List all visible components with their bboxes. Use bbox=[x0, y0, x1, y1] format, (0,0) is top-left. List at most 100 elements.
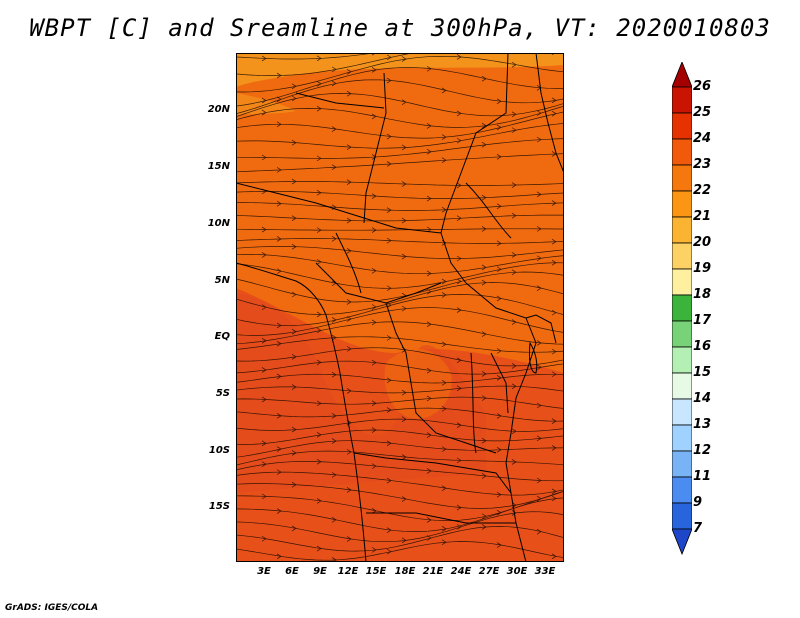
streamline bbox=[236, 246, 564, 259]
streamline bbox=[236, 271, 564, 303]
streamline-arrow bbox=[441, 157, 447, 164]
streamline-arrow bbox=[551, 445, 557, 451]
streamline-arrow bbox=[511, 428, 517, 435]
streamline-arrow bbox=[441, 341, 447, 348]
streamline-arrow bbox=[426, 395, 432, 402]
streamline bbox=[236, 262, 564, 289]
streamline-arrow bbox=[386, 133, 392, 140]
streamline-arrow bbox=[291, 291, 297, 298]
streamline-arrow bbox=[276, 121, 282, 128]
streamline bbox=[236, 307, 564, 336]
streamline-arrow bbox=[426, 65, 432, 72]
streamline-arrow bbox=[331, 472, 337, 478]
streamline-arrow bbox=[316, 311, 322, 318]
streamline-arrow bbox=[346, 316, 352, 322]
lat-label-20n: 20N bbox=[207, 104, 230, 115]
streamline-arrow bbox=[401, 496, 407, 502]
streamline-arrow bbox=[261, 367, 267, 373]
streamline-arrow bbox=[496, 447, 502, 453]
streamline bbox=[236, 138, 564, 159]
streamline-arrow bbox=[536, 364, 542, 371]
lon-label-18e: 18E bbox=[394, 566, 416, 577]
streamline-arrow bbox=[401, 144, 407, 151]
streamline-arrow bbox=[511, 363, 517, 369]
colorbar-arrow-top bbox=[672, 62, 692, 88]
streamline-arrow bbox=[346, 536, 352, 542]
streamline-arrow bbox=[316, 259, 322, 265]
streamline-arrow bbox=[426, 123, 432, 129]
streamline-arrow bbox=[346, 248, 352, 254]
streamline-arrow bbox=[481, 524, 487, 530]
streamline bbox=[236, 471, 564, 496]
streamline-arrow bbox=[386, 407, 392, 413]
lat-label-15s: 15S bbox=[208, 501, 230, 512]
streamline-arrow bbox=[551, 309, 557, 316]
streamline-arrow bbox=[441, 405, 447, 412]
streamline-arrow bbox=[536, 285, 542, 291]
streamline bbox=[236, 526, 564, 552]
colorbar-cell bbox=[672, 502, 692, 530]
streamline-arrow bbox=[331, 438, 337, 444]
lon-label-33e: 33E bbox=[534, 566, 556, 577]
streamline-arrow bbox=[316, 189, 322, 196]
streamline-arrow bbox=[426, 148, 432, 155]
streamline-arrow bbox=[331, 164, 337, 171]
streamline-arrow bbox=[481, 513, 487, 520]
streamline-arrow bbox=[261, 337, 267, 344]
streamline-arrow bbox=[346, 68, 352, 75]
streamline-arrow bbox=[276, 446, 282, 452]
streamline-arrow bbox=[261, 493, 267, 500]
streamline-arrow bbox=[371, 463, 377, 469]
streamline-arrow bbox=[441, 446, 447, 452]
streamline bbox=[236, 347, 564, 367]
streamline-arrow bbox=[331, 80, 337, 87]
colorbar-cell bbox=[672, 138, 692, 166]
streamline-arrow bbox=[426, 468, 432, 474]
streamline-arrow bbox=[496, 124, 502, 131]
streamline-arrow bbox=[456, 422, 462, 428]
colorbar-label: 13 bbox=[693, 417, 712, 432]
lon-label-6e: 6E bbox=[285, 566, 299, 577]
map-panel bbox=[236, 53, 564, 562]
colorbar-label: 7 bbox=[693, 521, 703, 536]
streamline-arrow bbox=[536, 402, 542, 409]
grads-credit: GrADS: IGES/COLA bbox=[5, 603, 99, 613]
streamline bbox=[236, 93, 564, 118]
streamline-arrow bbox=[276, 553, 282, 560]
colorbar-label: 11 bbox=[693, 469, 712, 484]
streamline-arrow bbox=[426, 321, 432, 328]
streamline-arrow bbox=[386, 207, 392, 213]
streamline-arrow bbox=[261, 535, 267, 542]
streamline bbox=[236, 483, 564, 509]
streamline-arrow bbox=[316, 155, 322, 162]
streamline bbox=[236, 511, 564, 543]
streamline-arrow bbox=[511, 61, 517, 68]
streamline-arrow bbox=[496, 509, 502, 516]
streamline-arrow bbox=[551, 371, 557, 378]
streamline bbox=[236, 153, 564, 173]
streamline bbox=[236, 53, 377, 60]
colorbar-label: 12 bbox=[693, 443, 712, 458]
streamline-arrow bbox=[316, 55, 322, 62]
streamline-arrow bbox=[481, 75, 487, 82]
lon-label-27e: 27E bbox=[478, 566, 500, 577]
streamline-arrow bbox=[511, 319, 517, 325]
streamline-arrow bbox=[511, 383, 517, 390]
streamline-arrow bbox=[261, 97, 267, 104]
colorbar-cell bbox=[672, 398, 692, 426]
streamline-arrow bbox=[316, 327, 322, 334]
streamline-arrow bbox=[371, 154, 377, 160]
streamline-arrow bbox=[456, 255, 462, 262]
colorbar-label: 19 bbox=[693, 261, 712, 276]
colorbar-cell bbox=[672, 294, 692, 322]
lon-label-12e: 12E bbox=[337, 566, 359, 577]
colorbar-cell bbox=[672, 190, 692, 218]
streamline-arrow bbox=[346, 487, 352, 493]
streamlines bbox=[236, 53, 564, 562]
streamline-arrow bbox=[511, 127, 517, 133]
streamline-arrow bbox=[536, 495, 542, 502]
streamline-arrow bbox=[536, 340, 542, 346]
streamline-arrow bbox=[371, 427, 377, 433]
wbpt-shading-warm-core bbox=[236, 293, 486, 493]
streamline-arrow bbox=[536, 477, 542, 484]
